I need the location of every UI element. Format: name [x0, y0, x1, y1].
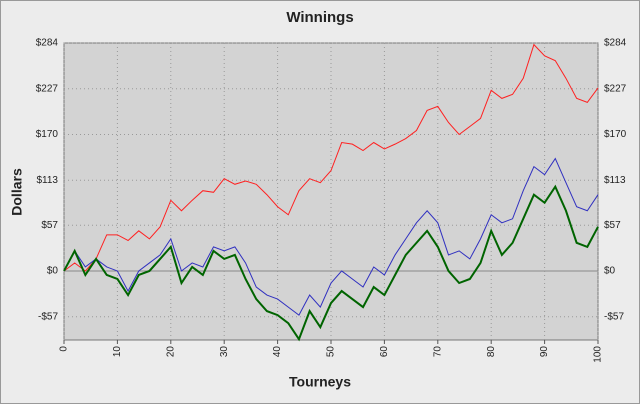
series-line — [63, 43, 599, 272]
chart-title: Winnings — [286, 9, 353, 26]
y2-tick-label: $57 — [604, 220, 621, 231]
y-tick-label: $0 — [47, 266, 59, 277]
x-tick-label: 0 — [59, 346, 70, 352]
y2-tick-label: $227 — [604, 83, 627, 94]
x-tick-label: 60 — [379, 346, 390, 358]
x-tick-label: 40 — [272, 346, 283, 358]
y-tick-label: -$57 — [38, 311, 58, 322]
y-tick-label: $227 — [36, 83, 59, 94]
y2-tick-label: $113 — [604, 175, 626, 186]
series-line — [63, 184, 599, 342]
y-axis-label: Dollars — [9, 168, 25, 216]
y2-tick-label: $0 — [604, 266, 616, 277]
y2-tick-label: -$57 — [604, 311, 624, 322]
x-tick-label: 20 — [165, 346, 176, 358]
y-tick-label: $284 — [36, 38, 59, 49]
x-tick-label: 30 — [219, 346, 230, 358]
y2-tick-label: $284 — [604, 38, 627, 49]
series-line — [63, 157, 599, 316]
x-tick-label: 90 — [539, 346, 550, 358]
y2-tick-label: $170 — [604, 129, 627, 140]
x-tick-label: 100 — [593, 346, 604, 363]
y-tick-label: $113 — [36, 175, 58, 186]
x-tick-label: 50 — [326, 346, 337, 358]
x-axis-label: Tourneys — [289, 374, 351, 390]
x-tick-label: 70 — [432, 346, 443, 358]
x-tick-label: 10 — [112, 346, 123, 358]
y-tick-label: $170 — [36, 129, 59, 140]
y-tick-label: $57 — [41, 220, 58, 231]
x-tick-label: 80 — [486, 346, 497, 358]
